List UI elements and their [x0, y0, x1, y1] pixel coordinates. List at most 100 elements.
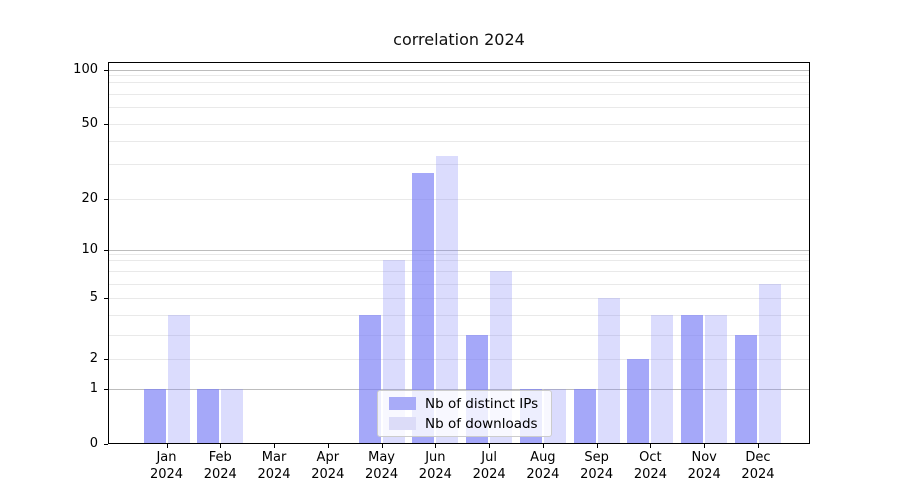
x-tick-label-jul-2024: Jul 2024: [461, 450, 517, 483]
y-tick-100: [104, 69, 108, 71]
x-label-month: Jun: [425, 450, 446, 465]
bar-distinct-ips-jun-2024: [412, 172, 435, 443]
gridline-major-10: [109, 250, 809, 251]
x-label-month: Oct: [639, 450, 662, 465]
bar-downloads-jun-2024: [436, 155, 459, 443]
y-tick-10: [104, 250, 108, 251]
bar-distinct-ips-jan-2024: [143, 388, 166, 443]
legend-item-distinct-ips: Nb of distinct IPs: [389, 395, 543, 412]
bar-downloads-feb-2024: [221, 388, 244, 443]
x-label-month: Mar: [261, 450, 287, 465]
x-tick-aug-2024: [542, 444, 544, 448]
y-tick-1: [104, 388, 108, 390]
legend-swatch-ips: [389, 397, 416, 410]
x-label-month: Nov: [691, 450, 717, 465]
x-tick-jan-2024: [166, 444, 168, 448]
gridline-minor-50: [109, 123, 809, 125]
bar-distinct-ips-sep-2024: [573, 388, 596, 443]
x-label-month: Dec: [745, 450, 771, 465]
legend-label-ips: Nb of distinct IPs: [425, 395, 539, 412]
x-tick-label-mar-2024: Mar 2024: [246, 450, 302, 483]
x-tick-apr-2024: [327, 444, 329, 448]
y-tick-5: [104, 298, 108, 299]
gridline-major-1: [109, 388, 809, 390]
bar-downloads-nov-2024: [705, 314, 728, 443]
gridline-minor-60: [109, 107, 809, 108]
bar-downloads-sep-2024: [597, 298, 620, 443]
y-tick-0: [104, 443, 108, 445]
legend: Nb of distinct IPs Nb of downloads: [377, 390, 552, 437]
gridline-minor-9: [109, 253, 809, 255]
x-label-year: 2024: [365, 466, 399, 482]
y-tick-label-100: 100: [73, 61, 98, 77]
y-tick-50: [104, 123, 108, 125]
x-tick-label-jan-2024: Jan 2024: [139, 450, 195, 483]
x-tick-label-dec-2024: Dec 2024: [730, 450, 786, 483]
y-tick-20: [104, 198, 108, 200]
x-tick-label-oct-2024: Oct 2024: [622, 450, 678, 483]
x-tick-mar-2024: [274, 444, 276, 448]
bar-distinct-ips-may-2024: [358, 314, 381, 443]
y-tick-label-20: 20: [81, 190, 98, 206]
x-tick-label-aug-2024: Aug 2024: [515, 450, 571, 483]
bar-distinct-ips-dec-2024: [734, 334, 757, 443]
x-label-month: Sep: [584, 450, 609, 465]
legend-swatch-downloads: [389, 417, 416, 430]
y-tick-label-0: 0: [89, 435, 98, 451]
x-label-month: Aug: [530, 450, 556, 465]
gridline-major-100: [109, 69, 809, 71]
y-tick-label-5: 5: [89, 290, 98, 305]
x-tick-nov-2024: [704, 444, 706, 448]
x-label-year: 2024: [633, 466, 667, 482]
gridline-minor-40: [109, 140, 809, 142]
gridline-minor-6: [109, 283, 809, 285]
x-label-month: Apr: [316, 450, 340, 465]
y-tick-2: [104, 358, 108, 360]
gridline-minor-7: [109, 270, 809, 272]
x-tick-sep-2024: [596, 444, 598, 448]
gridline-minor-80: [109, 82, 809, 83]
x-label-year: 2024: [311, 466, 345, 482]
gridline-minor-2: [109, 358, 809, 360]
x-label-year: 2024: [472, 466, 506, 482]
y-tick-label-2: 2: [89, 350, 98, 366]
gridline-minor-30: [109, 163, 809, 165]
legend-label-downloads: Nb of downloads: [425, 415, 538, 432]
x-tick-feb-2024: [220, 444, 222, 448]
gridline-minor-70: [109, 94, 809, 95]
legend-item-downloads: Nb of downloads: [389, 415, 543, 432]
x-tick-label-nov-2024: Nov 2024: [676, 450, 732, 483]
gridline-minor-90: [109, 74, 809, 76]
gridline-minor-4: [109, 314, 809, 316]
x-label-year: 2024: [149, 466, 184, 482]
x-label-month: Feb: [208, 450, 232, 465]
x-tick-label-apr-2024: Apr 2024: [300, 450, 356, 483]
gridline-minor-5: [109, 298, 809, 299]
x-label-year: 2024: [203, 466, 237, 482]
bar-downloads-jan-2024: [167, 314, 190, 443]
x-tick-label-jun-2024: Jun 2024: [407, 450, 463, 483]
x-label-month: May: [368, 450, 396, 465]
plot-area: [108, 62, 810, 444]
x-label-year: 2024: [418, 466, 452, 482]
y-tick-label-1: 1: [89, 380, 98, 396]
bar-distinct-ips-oct-2024: [627, 358, 650, 443]
x-tick-jul-2024: [489, 444, 491, 448]
y-tick-label-10: 10: [81, 242, 98, 257]
bar-downloads-oct-2024: [651, 314, 674, 443]
gridline-minor-8: [109, 259, 809, 261]
gridline-minor-3: [109, 334, 809, 336]
x-tick-label-sep-2024: Sep 2024: [569, 450, 625, 483]
bar-downloads-dec-2024: [758, 283, 781, 443]
bar-distinct-ips-nov-2024: [681, 314, 704, 443]
x-tick-label-may-2024: May 2024: [354, 450, 410, 483]
x-label-month: Jan: [156, 450, 177, 465]
x-tick-label-feb-2024: Feb 2024: [192, 450, 248, 483]
y-tick-label-50: 50: [81, 115, 98, 131]
x-label-year: 2024: [687, 466, 721, 482]
gridline-minor-20: [109, 198, 809, 200]
chart-title: correlation 2024: [393, 30, 525, 49]
x-label-year: 2024: [580, 466, 614, 482]
x-label-month: Jul: [481, 450, 497, 465]
